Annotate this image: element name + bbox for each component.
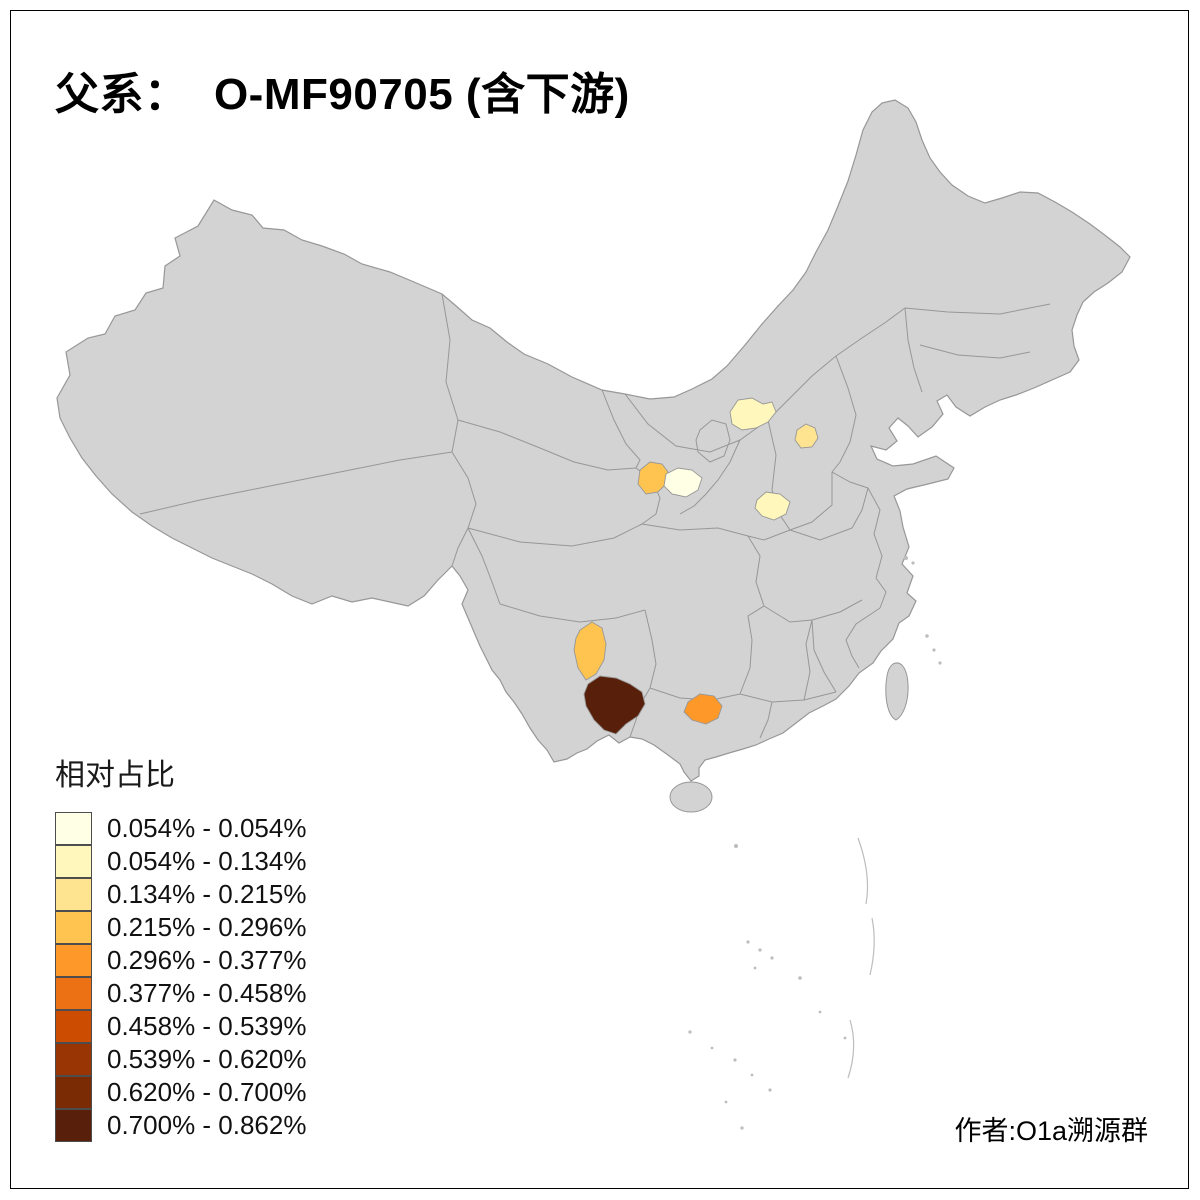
legend-item: 0.539% - 0.620%	[55, 1043, 306, 1076]
legend-label: 0.054% - 0.134%	[107, 846, 307, 876]
highlighted-regions	[573, 397, 819, 735]
legend-swatch	[55, 1076, 92, 1109]
highlight-shanxi	[794, 423, 819, 449]
highlight-gansu-east	[663, 467, 703, 498]
legend-label: 0.700% - 0.862%	[107, 1110, 307, 1140]
legend-swatch	[55, 845, 92, 878]
taiwan-island	[885, 662, 909, 721]
legend-label: 0.215% - 0.296%	[107, 912, 307, 942]
legend-item: 0.134% - 0.215%	[55, 878, 306, 911]
legend-swatch	[55, 1109, 92, 1142]
legend-swatch	[55, 878, 92, 911]
legend-item: 0.215% - 0.296%	[55, 911, 306, 944]
highlight-shaanxi-south	[754, 491, 791, 521]
legend-item: 0.054% - 0.054%	[55, 812, 306, 845]
legend-item: 0.700% - 0.862%	[55, 1109, 306, 1142]
legend-item: 0.377% - 0.458%	[55, 977, 306, 1010]
small-islands	[688, 556, 942, 1130]
highlight-yunnan-central	[573, 621, 607, 681]
highlight-yunnan-south	[583, 675, 646, 735]
legend-swatch	[55, 977, 92, 1010]
legend-label: 0.620% - 0.700%	[107, 1077, 307, 1107]
legend-swatch	[55, 911, 92, 944]
hainan-island	[669, 781, 713, 813]
credit-text: 作者:O1a溯源群	[954, 1116, 1148, 1146]
china-mainland-shape	[56, 99, 1131, 782]
legend-item: 0.054% - 0.134%	[55, 845, 306, 878]
legend-item: 0.296% - 0.377%	[55, 944, 306, 977]
legend-swatch	[55, 1043, 92, 1076]
legend-label: 0.539% - 0.620%	[107, 1044, 307, 1074]
page-title: 父系： O-MF90705 (含下游)	[55, 70, 630, 119]
legend-label: 0.296% - 0.377%	[107, 945, 307, 975]
legend-rows: 0.054% - 0.054% 0.054% - 0.134% 0.134% - 0…	[55, 812, 306, 1142]
legend-item: 0.458% - 0.539%	[55, 1010, 306, 1043]
legend-item: 0.620% - 0.700%	[55, 1076, 306, 1109]
legend-swatch	[55, 1010, 92, 1043]
legend-title: 相对占比	[55, 759, 175, 792]
legend-label: 0.134% - 0.215%	[107, 879, 307, 909]
highlight-guangxi-central	[683, 693, 723, 725]
legend-label: 0.377% - 0.458%	[107, 978, 307, 1008]
legend-label: 0.458% - 0.539%	[107, 1011, 307, 1041]
legend-label: 0.054% - 0.054%	[107, 813, 307, 843]
highlight-north-central	[729, 397, 777, 431]
legend-swatch	[55, 944, 92, 977]
legend-swatch	[55, 812, 92, 845]
legend: 相对占比 0.054% - 0.054% 0.054% - 0.134% 0.134…	[55, 750, 306, 1142]
province-borders	[139, 293, 1051, 739]
